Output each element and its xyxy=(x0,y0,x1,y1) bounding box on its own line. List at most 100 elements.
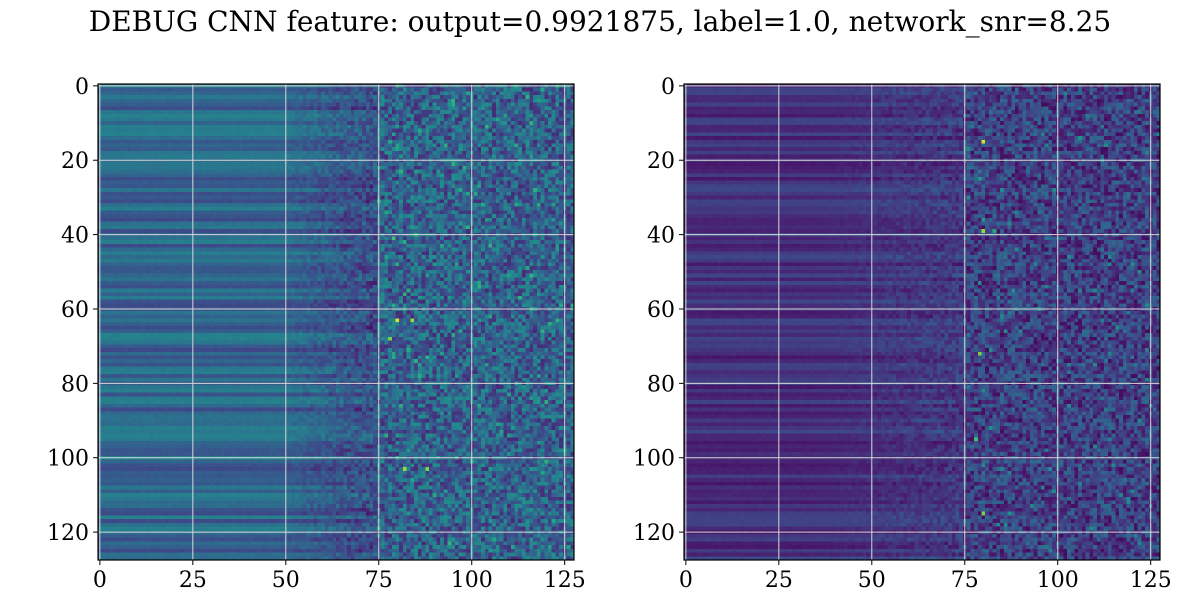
heatmap-cell xyxy=(265,199,269,203)
heatmap-cell xyxy=(135,177,139,181)
heatmap-cell xyxy=(113,214,117,218)
heatmap-cell xyxy=(544,103,548,107)
heatmap-cell xyxy=(448,117,452,121)
heatmap-cell xyxy=(280,170,284,174)
heatmap-cell xyxy=(113,144,117,148)
heatmap-cell xyxy=(202,114,206,118)
heatmap-cell xyxy=(265,210,269,214)
heatmap-cell xyxy=(154,151,158,155)
heatmap-cell xyxy=(317,184,321,188)
heatmap-cell xyxy=(503,222,507,226)
heatmap-cell xyxy=(459,91,463,95)
heatmap-cell xyxy=(492,129,496,133)
heatmap-cell xyxy=(414,106,418,110)
heatmap-cell xyxy=(481,144,485,148)
heatmap-cell xyxy=(139,207,143,211)
heatmap-cell xyxy=(358,222,362,226)
heatmap-cell xyxy=(184,218,188,222)
heatmap-cell xyxy=(459,125,463,129)
heatmap-cell xyxy=(422,136,426,140)
heatmap-cell xyxy=(340,184,344,188)
heatmap-cell xyxy=(481,210,485,214)
heatmap-cell xyxy=(407,151,411,155)
heatmap-cell xyxy=(317,207,321,211)
heatmap-cell xyxy=(295,155,299,159)
heatmap-cell xyxy=(414,207,418,211)
heatmap-cell xyxy=(158,117,162,121)
heatmap-cell xyxy=(228,162,232,166)
heatmap-cell xyxy=(221,99,225,103)
heatmap-cell xyxy=(336,181,340,185)
heatmap-cell xyxy=(120,99,124,103)
heatmap-cell xyxy=(128,91,132,95)
heatmap-cell xyxy=(198,218,202,222)
heatmap-cell xyxy=(217,210,221,214)
heatmap-cell xyxy=(388,117,392,121)
heatmap-cell xyxy=(303,99,307,103)
heatmap-cell xyxy=(210,188,214,192)
heatmap-cell xyxy=(448,192,452,196)
heatmap-cell xyxy=(392,181,396,185)
heatmap-cell xyxy=(466,88,470,92)
heatmap-cell xyxy=(332,203,336,207)
heatmap-cell xyxy=(559,184,563,188)
heatmap-cell xyxy=(529,218,533,222)
heatmap-cell xyxy=(462,114,466,118)
heatmap-cell xyxy=(295,151,299,155)
heatmap-cell xyxy=(529,132,533,136)
heatmap-cell xyxy=(314,210,318,214)
heatmap-cell xyxy=(306,162,310,166)
heatmap-cell xyxy=(184,136,188,140)
heatmap-cell xyxy=(254,114,258,118)
heatmap-cell xyxy=(515,225,519,229)
heatmap-cell xyxy=(500,196,504,200)
heatmap-cell xyxy=(429,162,433,166)
heatmap-cell xyxy=(165,225,169,229)
heatmap-cell xyxy=(329,181,333,185)
heatmap-cell xyxy=(403,147,407,151)
heatmap-cell xyxy=(343,192,347,196)
heatmap-cell xyxy=(418,136,422,140)
heatmap-cell xyxy=(210,144,214,148)
heatmap-cell xyxy=(414,88,418,92)
heatmap-cell xyxy=(329,177,333,181)
heatmap-cell xyxy=(567,88,571,92)
heatmap-cell xyxy=(414,117,418,121)
heatmap-cell xyxy=(213,106,217,110)
heatmap-cell xyxy=(254,184,258,188)
heatmap-cell xyxy=(247,225,251,229)
heatmap-cell xyxy=(172,177,176,181)
heatmap-cell xyxy=(314,121,318,125)
heatmap-cell xyxy=(224,132,228,136)
heatmap-cell xyxy=(221,114,225,118)
heatmap-cell xyxy=(128,184,132,188)
heatmap-cell xyxy=(250,103,254,107)
heatmap-cell xyxy=(146,103,150,107)
heatmap-cell xyxy=(221,177,225,181)
heatmap-cell xyxy=(250,214,254,218)
heatmap-cell xyxy=(109,162,113,166)
heatmap-cell xyxy=(455,121,459,125)
heatmap-cell xyxy=(243,144,247,148)
heatmap-cell xyxy=(269,155,273,159)
heatmap-cell xyxy=(176,110,180,114)
heatmap-cell xyxy=(567,184,571,188)
heatmap-cell xyxy=(221,214,225,218)
heatmap-cell xyxy=(515,170,519,174)
heatmap-cell xyxy=(522,110,526,114)
heatmap-cell xyxy=(369,114,373,118)
heatmap-cell xyxy=(291,210,295,214)
heatmap-cell xyxy=(295,166,299,170)
heatmap-cell xyxy=(243,170,247,174)
heatmap-cell xyxy=(161,181,165,185)
heatmap-cell xyxy=(362,129,366,133)
heatmap-cell xyxy=(407,170,411,174)
heatmap-cell xyxy=(243,88,247,92)
heatmap-cell xyxy=(552,199,556,203)
heatmap-cell xyxy=(518,199,522,203)
heatmap-cell xyxy=(343,95,347,99)
heatmap-cell xyxy=(425,121,429,125)
heatmap-cell xyxy=(548,173,552,177)
heatmap-cell xyxy=(451,210,455,214)
heatmap-cell xyxy=(329,184,333,188)
